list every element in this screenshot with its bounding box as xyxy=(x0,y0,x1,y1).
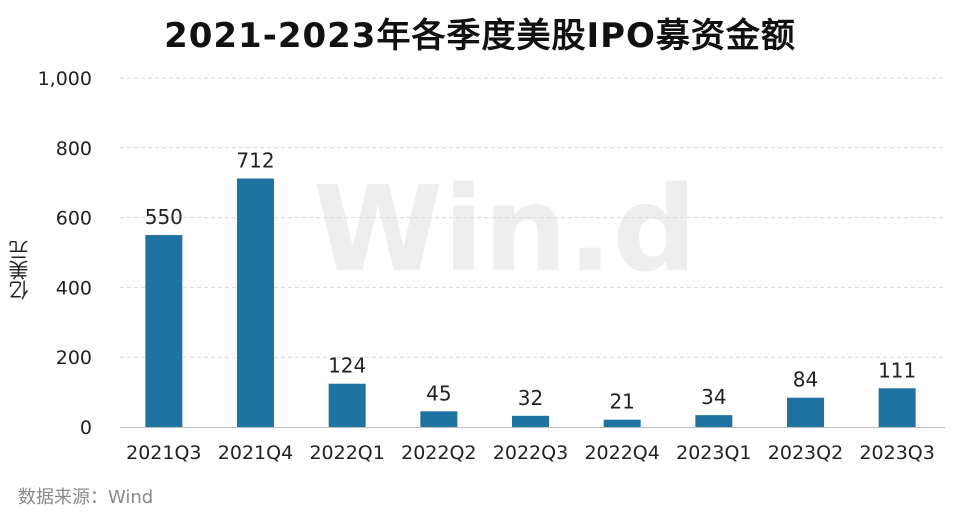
y-tick-label: 600 xyxy=(56,208,92,230)
data-label-2022Q1: 124 xyxy=(328,354,366,378)
bar-2022Q2 xyxy=(420,411,458,427)
x-tick-label: 2023Q1 xyxy=(676,442,751,464)
y-tick-label: 0 xyxy=(80,417,92,439)
data-label-2022Q3: 32 xyxy=(518,386,543,410)
y-tick-label: 200 xyxy=(56,347,92,369)
x-tick-labels: 2021Q3 2021Q4 2022Q1 2022Q2 2022Q3 2022Q4 2023… xyxy=(126,442,935,464)
data-label-2021Q3: 550 xyxy=(145,205,183,229)
bar-2022Q1 xyxy=(328,383,366,427)
y-tick-labels: 0 200 400 600 800 1,000 xyxy=(38,68,92,439)
bar-2021Q3 xyxy=(145,235,183,427)
source-note: 数据来源：Wind xyxy=(18,487,154,508)
data-label-2023Q2: 84 xyxy=(793,368,818,392)
data-label-2023Q3: 111 xyxy=(878,358,916,382)
x-tick-label: 2022Q1 xyxy=(309,442,384,464)
bar-2021Q4 xyxy=(237,178,274,427)
y-tick-label: 1,000 xyxy=(38,68,92,90)
bar-2023Q1 xyxy=(695,415,733,427)
data-label-2022Q4: 21 xyxy=(609,390,634,414)
data-label-2022Q2: 45 xyxy=(426,381,451,405)
wind-watermark: Win.d xyxy=(313,160,697,298)
x-tick-label: 2023Q3 xyxy=(859,442,934,464)
x-tick-label: 2022Q4 xyxy=(584,442,659,464)
data-label-2023Q1: 34 xyxy=(701,385,726,409)
bars xyxy=(145,178,916,427)
data-label-2021Q4: 712 xyxy=(236,149,274,173)
watermark-layer: Win.d xyxy=(313,160,697,298)
bar-2023Q2 xyxy=(787,397,824,427)
x-tick-label: 2021Q3 xyxy=(126,442,201,464)
x-tick-label: 2023Q2 xyxy=(768,442,843,464)
bar-2022Q3 xyxy=(512,415,549,427)
data-labels: 550 712 124 45 32 21 34 84 111 xyxy=(145,149,917,414)
bar-2023Q3 xyxy=(878,388,916,427)
chart-title: 2021-2023年各季度美股IPO募资金额 xyxy=(164,16,796,56)
y-tick-label: 400 xyxy=(56,277,92,299)
grid-layer xyxy=(120,77,945,428)
x-tick-label: 2021Q4 xyxy=(218,442,293,464)
y-tick-label: 800 xyxy=(56,138,92,160)
x-tick-label: 2022Q3 xyxy=(493,442,568,464)
bar-2022Q4 xyxy=(603,419,641,427)
x-tick-label: 2022Q2 xyxy=(401,442,476,464)
